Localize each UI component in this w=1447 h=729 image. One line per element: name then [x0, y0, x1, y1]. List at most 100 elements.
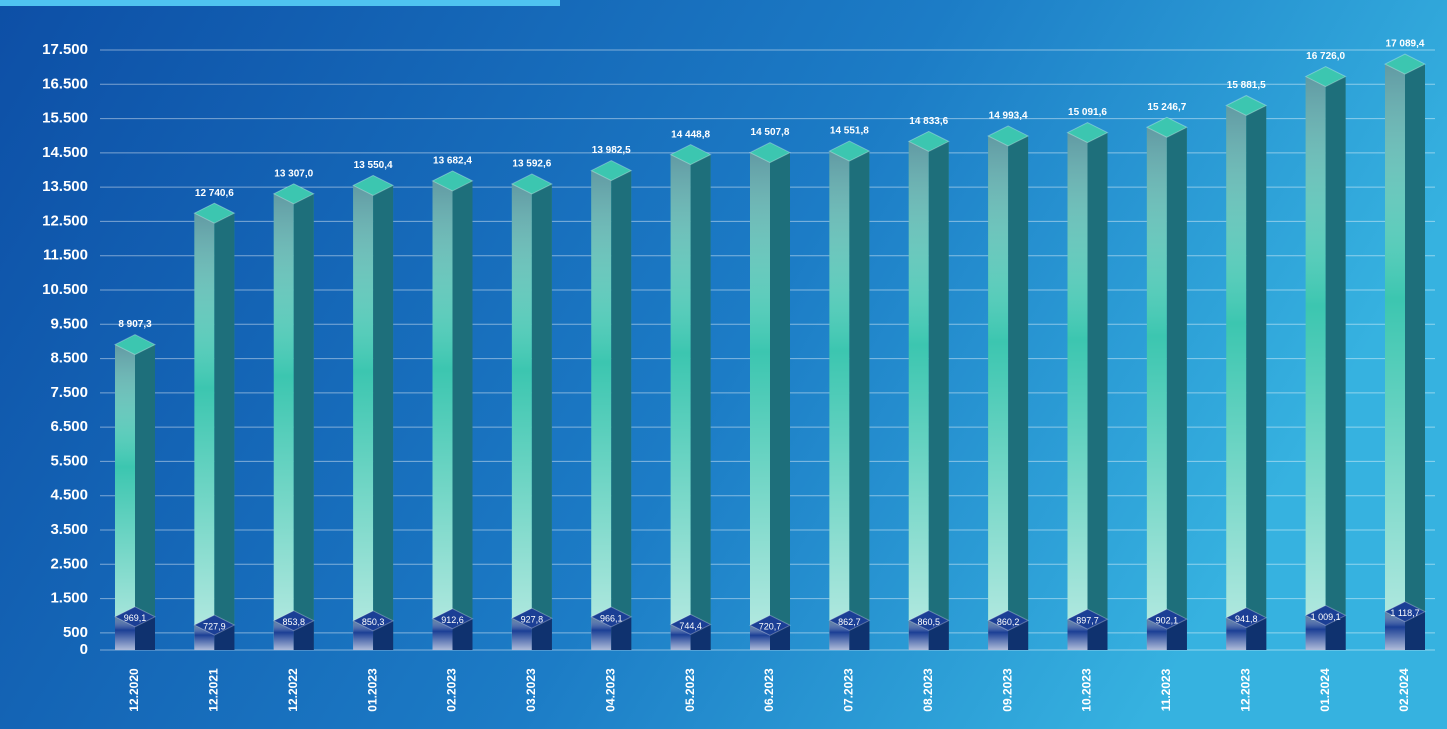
base-bar-side-shade	[1325, 615, 1346, 650]
value-label: 14 993,4	[989, 111, 1028, 122]
x-tick-label: 12.2021	[207, 668, 221, 712]
bar-side-shade	[135, 344, 155, 650]
bar-front-shade	[115, 344, 135, 650]
base-bar-side-shade	[135, 616, 155, 650]
bar-cap	[113, 334, 157, 356]
bar-front-shade	[432, 180, 453, 650]
y-tick-label: 16.500	[42, 75, 88, 92]
base-bar-cap	[828, 609, 871, 631]
base-bar-cap	[1225, 607, 1268, 629]
bar-front-shade	[908, 141, 929, 650]
value-label: 14 551,8	[830, 126, 869, 137]
bar-front-shade	[1305, 76, 1326, 651]
base-bar-cap	[431, 608, 474, 630]
base-bar-cap	[510, 607, 553, 629]
base-bar-cap	[590, 606, 633, 628]
bar	[352, 174, 395, 650]
bar	[1304, 65, 1347, 651]
y-tick-label: 3.500	[50, 521, 88, 538]
top-strip	[0, 0, 560, 6]
base-value-label: 897,7	[1076, 616, 1099, 626]
bar-cap	[669, 144, 712, 166]
bar	[193, 202, 236, 650]
base-bar-front-shade	[511, 618, 532, 650]
x-tick-label: 07.2023	[842, 668, 856, 712]
x-tick-label: 10.2023	[1080, 668, 1094, 712]
bar-cap	[1383, 53, 1427, 75]
y-tick-label: 4.500	[50, 487, 88, 504]
bar-side-shade	[214, 213, 235, 650]
value-label: 14 448,8	[671, 129, 710, 140]
bar	[669, 144, 712, 651]
value-label: 17 089,4	[1386, 39, 1425, 50]
base-value-label: 850,3	[362, 617, 385, 627]
bar-cap	[431, 170, 474, 192]
bar-side-shade	[770, 152, 790, 650]
bar	[272, 183, 315, 650]
value-label: 13 682,4	[433, 156, 472, 167]
y-tick-label: 7.500	[50, 384, 88, 401]
base-value-label: 720,7	[759, 622, 782, 632]
y-tick-label: 500	[63, 624, 88, 641]
base-bar	[1225, 607, 1268, 650]
bar-side-shade	[849, 151, 870, 650]
value-label: 8 907,3	[118, 319, 152, 330]
y-tick-label: 8.500	[50, 350, 88, 367]
base-bar-front-shade	[1226, 617, 1247, 650]
x-tick-label: 12.2020	[127, 668, 141, 712]
base-bar-side-shade	[1246, 617, 1267, 650]
base-bar	[272, 610, 315, 650]
x-tick-label: 01.2024	[1318, 668, 1332, 712]
base-bar	[669, 613, 712, 650]
base-bar	[987, 609, 1030, 650]
y-tick-label: 14.500	[42, 144, 88, 161]
bar-front-shade	[670, 154, 691, 651]
x-tick-label: 02.2023	[445, 668, 459, 712]
base-value-label: 1 009,1	[1311, 612, 1341, 622]
base-bar	[431, 608, 474, 650]
base-value-label: 902,1	[1156, 615, 1179, 625]
y-tick-label: 13.500	[42, 178, 88, 195]
base-value-label: 860,5	[917, 617, 940, 627]
bar	[987, 125, 1030, 651]
x-tick-label: 12.2023	[1238, 668, 1252, 712]
base-bar-front-shade	[1385, 611, 1405, 650]
base-bar	[113, 606, 157, 650]
base-bar	[352, 610, 395, 650]
bar-cap	[1066, 122, 1109, 144]
bar	[907, 130, 950, 650]
bar-cap	[272, 183, 315, 205]
bar-front-shade	[1146, 127, 1167, 651]
bar-front-shade	[1385, 64, 1405, 651]
y-tick-label: 17.500	[42, 41, 88, 58]
base-value-label: 860,2	[997, 617, 1020, 627]
bar-side-shade	[452, 180, 473, 650]
bar	[748, 142, 792, 650]
value-label: 15 881,5	[1227, 80, 1266, 91]
base-bar	[193, 614, 236, 650]
bar-cap	[193, 202, 236, 224]
bar-cap	[828, 140, 871, 162]
bar-cap	[1225, 94, 1268, 117]
bar	[510, 173, 553, 650]
bar-cap	[907, 130, 950, 152]
base-bar-side-shade	[1087, 619, 1108, 650]
y-tick-label: 15.500	[42, 110, 88, 127]
bar-side-shade	[1166, 127, 1187, 651]
y-tick-label: 5.500	[50, 452, 88, 469]
bar	[431, 170, 474, 650]
base-bar-front-shade	[1146, 619, 1167, 650]
value-label: 13 592,6	[512, 159, 551, 170]
base-bar-cap	[1145, 608, 1188, 630]
bar-side-shade	[1405, 64, 1425, 651]
value-label: 13 550,4	[354, 160, 393, 171]
base-bar	[1066, 608, 1109, 650]
base-bar-cap	[748, 614, 792, 636]
base-bar-front-shade	[115, 616, 135, 650]
bar	[113, 334, 157, 650]
bar-side-shade	[1325, 76, 1346, 651]
base-value-label: 1 118,7	[1390, 608, 1419, 618]
base-bar	[748, 614, 792, 650]
